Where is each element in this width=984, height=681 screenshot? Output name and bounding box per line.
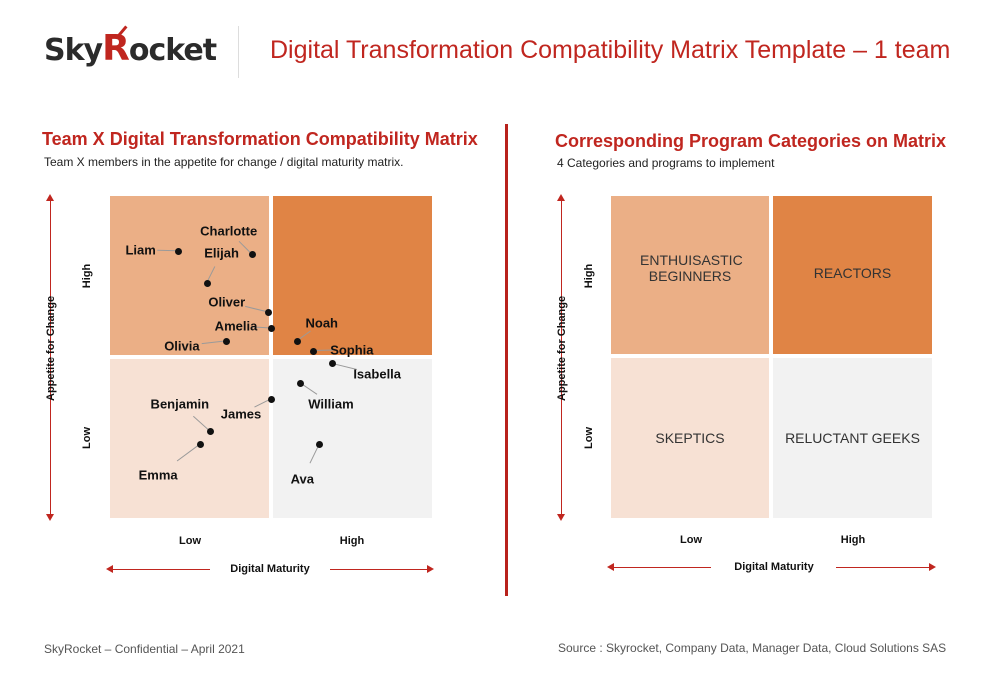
right-panel-subtitle: 4 Categories and programs to implement <box>557 156 775 170</box>
data-point <box>248 250 256 258</box>
leader-line <box>332 362 358 370</box>
leader-line <box>176 443 201 462</box>
data-point <box>203 279 211 287</box>
data-point <box>174 247 182 255</box>
data-point <box>206 428 214 436</box>
quadrant-reactors: REACTORS <box>773 196 932 354</box>
y-axis-arrow <box>50 198 51 518</box>
arrow-right-icon <box>929 563 936 571</box>
panel-divider <box>505 124 508 596</box>
data-point <box>197 440 205 448</box>
point-label: William <box>308 396 354 412</box>
quadrant-label: SKEPTICS <box>655 429 725 446</box>
x-axis-arrow-left <box>110 569 210 570</box>
y-low-label: Low <box>81 427 93 449</box>
y-axis-label: Appetite for Change <box>45 295 57 401</box>
data-point <box>329 360 337 368</box>
skyrocket-logo: SkyRocket <box>44 28 217 69</box>
point-label: Olivia <box>164 338 200 354</box>
quadrant-enthusiastic-beginners: ENTHUISASTIC BEGINNERS <box>611 196 769 354</box>
slide-title: Digital Transformation Compatibility Mat… <box>270 36 951 64</box>
y-high-label: High <box>81 263 93 289</box>
footer-source: Source : Skyrocket, Company Data, Manage… <box>558 641 947 655</box>
data-point <box>296 379 304 387</box>
data-point <box>293 337 301 345</box>
point-label: Elijah <box>204 245 239 261</box>
point-label: Amelia <box>214 318 258 334</box>
quadrant-bottom-left <box>110 359 269 518</box>
x-axis-label: Digital Maturity <box>230 563 310 575</box>
point-label: Isabella <box>353 366 402 382</box>
point-label: Oliver <box>208 294 246 310</box>
arrow-left-icon <box>106 565 113 573</box>
data-point <box>268 395 275 403</box>
header-divider <box>238 26 239 78</box>
left-panel-title: Team X Digital Transformation Compatibil… <box>42 129 478 149</box>
x-axis-arrow-right <box>836 567 932 568</box>
footer-confidential: SkyRocket – Confidential – April 2021 <box>44 642 245 656</box>
point-label: Liam <box>125 242 156 258</box>
point-label: Benjamin <box>150 396 210 412</box>
point-label: Ava <box>290 471 314 487</box>
x-axis-arrow-right <box>330 569 430 570</box>
quadrant-reluctant-geeks: RELUCTANT GEEKS <box>773 358 932 518</box>
point-label: Sophia <box>330 342 374 358</box>
x-axis-label: Digital Maturity <box>734 561 814 573</box>
point-label: Charlotte <box>200 223 258 239</box>
leader-line <box>157 249 178 252</box>
quadrant-top-right <box>273 196 432 355</box>
x-low-label: Low <box>179 535 201 547</box>
y-low-label: Low <box>583 427 595 449</box>
left-panel-subtitle: Team X members in the appetite for chang… <box>44 155 404 169</box>
point-label: Emma <box>138 467 178 483</box>
quadrant-top-left <box>110 196 269 355</box>
y-axis-label: Appetite for Change <box>556 295 568 401</box>
point-label: James <box>220 406 262 422</box>
data-point <box>268 325 275 333</box>
y-high-label: High <box>583 263 595 289</box>
x-high-label: High <box>840 534 866 546</box>
x-axis-arrow-left <box>611 567 711 568</box>
quadrant-label: ENTHUISASTIC BEGINNERS <box>640 251 743 284</box>
arrow-down-icon <box>46 514 54 521</box>
data-point <box>222 337 230 345</box>
data-point <box>316 440 324 448</box>
y-axis-arrow <box>561 198 562 518</box>
quadrant-label: RELUCTANT GEEKS <box>785 429 920 446</box>
data-point <box>264 308 272 316</box>
x-low-label: Low <box>680 534 702 546</box>
arrow-left-icon <box>607 563 614 571</box>
x-high-label: High <box>339 535 365 547</box>
quadrant-label: REACTORS <box>813 264 892 281</box>
right-panel-title: Corresponding Program Categories on Matr… <box>555 131 947 151</box>
quadrant-skeptics: SKEPTICS <box>611 358 769 518</box>
leader-line <box>251 326 272 329</box>
point-label: Noah <box>305 315 339 331</box>
data-point <box>309 347 317 355</box>
arrow-up-icon <box>46 194 54 201</box>
arrow-up-icon <box>557 194 565 201</box>
leader-line <box>245 305 268 313</box>
arrow-right-icon <box>427 565 434 573</box>
leader-line <box>201 340 226 345</box>
arrow-down-icon <box>557 514 565 521</box>
